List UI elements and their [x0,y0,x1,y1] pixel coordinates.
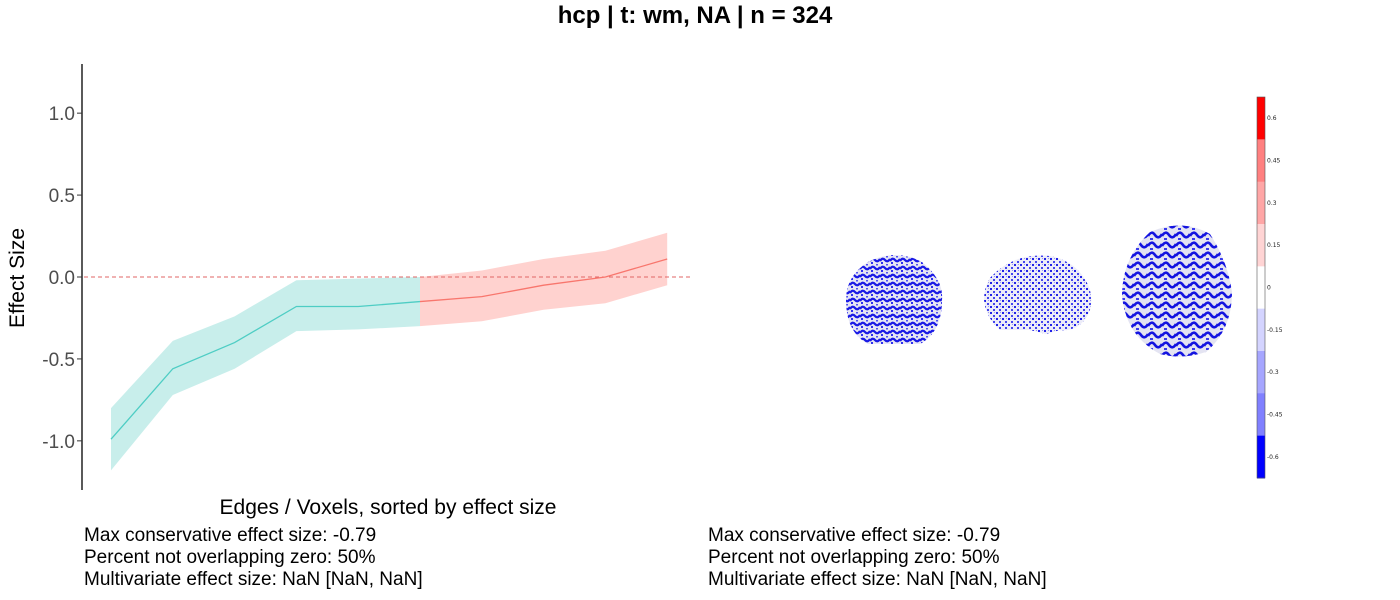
percent-not-overlapping-zero: Percent not overlapping zero: 50% [84,547,376,568]
colorbar: 0.6 0.45 0.3 0.15 0 -0.15 -0.3 -0.45 -0.6 [1256,96,1283,479]
percent-not-overlapping-zero: Percent not overlapping zero: 50% [708,547,1000,568]
max-conservative-effect-size: Max conservative effect size: -0.79 [84,525,377,546]
x-axis-title: Edges / Voxels, sorted by effect size [220,496,557,519]
axial-view [846,255,943,344]
colorbar-label: 0.3 [1267,200,1277,207]
chart-title: hcp | t: wm, NA | n = 324 [557,2,833,29]
confidence-bands [111,232,668,471]
colorbar-label: 0.45 [1267,158,1281,165]
y-tick-label: -1.0 [42,432,75,453]
y-tick-label: 0.5 [49,186,75,207]
colorbar-segment [1257,181,1265,225]
multivariate-effect-size: Multivariate effect size: NaN [NaN, NaN] [708,569,1047,590]
colorbar-segment [1257,266,1265,310]
colorbar-label: 0 [1267,285,1271,292]
colorbar-label: -0.3 [1267,369,1279,376]
multivariate-effect-size: Multivariate effect size: NaN [NaN, NaN] [84,569,423,590]
max-conservative-effect-size: Max conservative effect size: -0.79 [708,525,1001,546]
colorbar-segment [1257,435,1265,479]
confidence-band-2 [420,232,668,327]
y-axis-title: Effect Size [6,228,29,328]
y-tick-label: 0.0 [49,268,75,289]
colorbar-segment [1257,351,1265,394]
colorbar-label: -0.15 [1267,327,1283,334]
y-axis: 1.0 0.5 0.0 -0.5 -1.0 [42,64,83,490]
colorbar-segment [1257,308,1265,352]
y-tick-label: 1.0 [49,104,75,125]
series-line-2 [419,258,668,303]
stats-left: Max conservative effect size: -0.79 Perc… [84,525,423,591]
colorbar-label: -0.6 [1267,454,1279,461]
colorbar-segment [1257,393,1265,437]
colorbar-segment [1257,97,1265,140]
brain-maps [846,225,1232,357]
series-lines [110,258,668,440]
stats-right: Max conservative effect size: -0.79 Perc… [708,525,1047,591]
colorbar-label: 0.6 [1267,115,1277,122]
colorbar-label: -0.45 [1267,412,1283,419]
y-tick-label: -0.5 [42,350,75,371]
axial-view-large [1122,225,1232,357]
colorbar-frame [1256,96,1266,479]
colorbar-label: 0.15 [1267,242,1281,249]
sagittal-view [984,255,1092,334]
line-plot: 1.0 0.5 0.0 -0.5 -1.0 Effect Size Edges / Vo… [6,64,692,519]
colorbar-segment [1257,224,1265,267]
confidence-band-1 [111,277,420,471]
colorbar-segment [1257,139,1265,183]
series-line-1 [110,300,421,440]
